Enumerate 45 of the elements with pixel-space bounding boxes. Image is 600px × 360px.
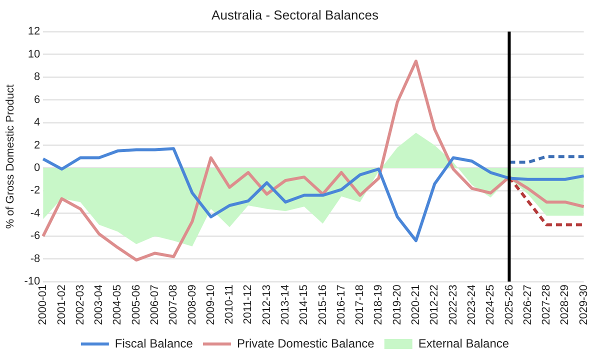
x-tick-label: 2028-29 — [559, 284, 572, 326]
x-tick-label: 2008-09 — [186, 284, 198, 326]
x-tick-label: 2012-22 — [428, 284, 441, 326]
y-tick-label: 4 — [34, 116, 40, 129]
x-tick-label: 2019-20 — [391, 284, 404, 326]
y-tick-label: 2 — [34, 139, 40, 152]
y-tick-label: 0 — [34, 162, 40, 174]
x-tick-label: 2014-15 — [298, 284, 310, 326]
x-tick-label: 2010-11 — [224, 284, 236, 324]
y-tick-label: -2 — [30, 184, 40, 197]
x-tick-label: 2006-07 — [149, 284, 161, 326]
x-tick-label: 2018-19 — [372, 284, 385, 326]
x-tick-label: 2003-04 — [93, 284, 106, 326]
y-tick-label: 10 — [28, 48, 40, 60]
legend-label: External Balance — [418, 336, 510, 350]
x-tick-label: 2001-02 — [56, 284, 68, 326]
chart-title: Australia - Sectoral Balances — [212, 7, 379, 22]
x-tick-label: 2011-12 — [242, 284, 254, 324]
x-tick-label: 2012-13 — [260, 284, 273, 326]
x-tick-label: 2009-10 — [204, 284, 217, 326]
x-tick-label: 2007-08 — [168, 284, 180, 326]
x-tick-label: 2024-25 — [484, 284, 497, 326]
x-tick-label: 2029-30 — [578, 284, 590, 326]
y-tick-label: 8 — [34, 71, 40, 84]
y-tick-label: -4 — [30, 207, 40, 220]
y-tick-label: -6 — [30, 230, 40, 242]
x-tick-label: 2016-17 — [335, 284, 348, 326]
x-tick-label: 2013-14 — [280, 284, 292, 326]
x-tick-label: 2020-21 — [410, 284, 422, 326]
y-tick-label: 6 — [34, 94, 40, 106]
legend-label: Fiscal Balance — [114, 336, 194, 350]
x-tick-label: 2022-23 — [447, 284, 460, 326]
x-tick-label: 2004-05 — [112, 284, 124, 326]
y-axis-title: % of Gross Domestic Product — [4, 84, 17, 229]
x-tick-label: 2027-28 — [540, 284, 553, 326]
y-tick-label: 12 — [28, 26, 40, 38]
x-tick-label: 2025-26 — [503, 284, 516, 326]
y-tick-label: -8 — [30, 252, 40, 265]
legend-label: Private Domestic Balance — [236, 336, 375, 350]
x-tick-label: 2002-03 — [74, 284, 86, 326]
x-tick-label: 2015-16 — [316, 284, 329, 326]
x-tick-label: 2005-06 — [130, 284, 142, 326]
x-tick-label: 2023-24 — [466, 284, 478, 326]
x-tick-label: 2017-18 — [354, 284, 366, 326]
x-tick-label: 2026-27 — [522, 284, 534, 326]
